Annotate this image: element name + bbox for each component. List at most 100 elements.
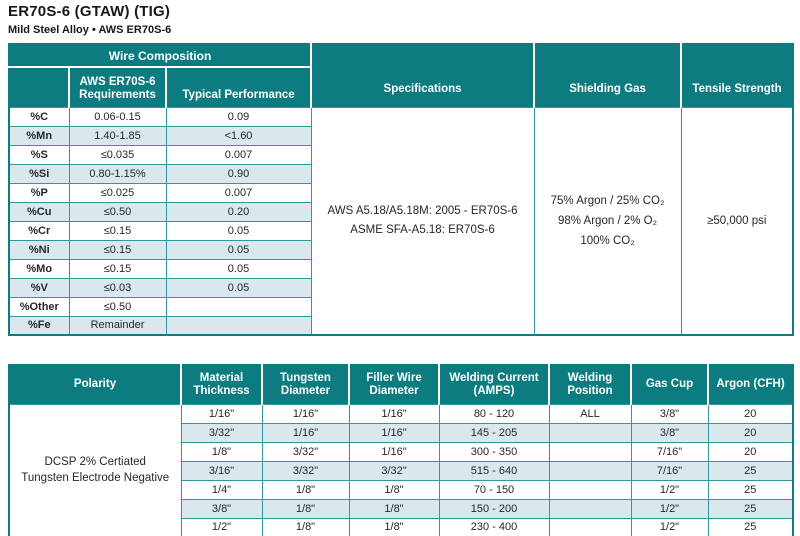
typical-cell: 0.09 [165,106,312,127]
requirements-header: AWS ER70S-6 Requirements [68,66,167,108]
specifications-header: Specifications [310,43,535,108]
element-cell: %Mn [8,125,70,146]
filler-wire-diameter-cell: 1/16" [348,422,440,443]
typical-cell: 0.05 [165,277,312,298]
typical-cell [165,296,312,317]
wire-composition-header: Wire Composition [8,43,312,68]
requirement-cell: Remainder [68,315,167,336]
requirement-cell: ≤0.03 [68,277,167,298]
argon-cell: 25 [707,498,794,519]
tungsten-diameter-cell: 1/16" [261,422,350,443]
welding-position-cell [548,460,632,481]
requirement-cell: ≤0.035 [68,144,167,165]
element-cell: %Mo [8,258,70,279]
typical-cell: 0.007 [165,144,312,165]
table-row: %C 0.06-0.15 0.09 AWS A5.18/A5.18M: 2005… [8,106,794,336]
element-cell: %Cu [8,201,70,222]
table-row: %Fe Remainder [8,315,793,336]
filler-wire-diameter-header: Filler Wire Diameter [348,364,440,405]
filler-wire-diameter-cell: 1/16" [348,441,440,462]
welding-position-header: Welding Position [548,364,632,405]
table-row: %Cr ≤0.15 0.05 [8,220,793,241]
gas-cup-cell: 1/2" [630,517,709,536]
welding-current-cell: 145 - 205 [438,422,550,443]
shielding-gas-header: Shielding Gas [533,43,682,108]
welding-position-cell [548,441,632,462]
shielding-gas-value: 75% Argon / 25% CO₂ 98% Argon / 2% O₂ 10… [533,106,682,336]
filler-wire-diameter-cell: 1/8" [348,517,440,536]
gas-cup-cell: 3/8" [630,403,709,424]
argon-cell: 25 [707,517,794,536]
element-cell: %S [8,144,70,165]
typical-cell: 0.05 [165,220,312,241]
filler-wire-diameter-cell: 1/8" [348,498,440,519]
table-row: 1/4" 1/8" 1/8" 70 - 150 1/2" 25 [9,479,794,500]
welding-current-cell: 515 - 640 [438,460,550,481]
polarity-header: Polarity [8,364,182,405]
argon-cfh-header: Argon (CFH) [707,364,794,405]
table-row: %Ni ≤0.15 0.05 [8,239,793,260]
tensile-strength-value: ≥50,000 psi [680,106,794,336]
material-thickness-cell: 1/16" [180,403,263,424]
filler-wire-diameter-cell: 3/32" [348,460,440,481]
polarity-value: DCSP 2% Certiated Tungsten Electrode Neg… [8,403,182,536]
gas-cup-cell: 7/16" [630,441,709,462]
welding-current-cell: 80 - 120 [438,403,550,424]
element-cell: %Ni [8,239,70,260]
element-cell: %Cr [8,220,70,241]
page-subtitle: Mild Steel Alloy • AWS ER70S-6 [8,24,172,36]
tungsten-diameter-cell: 1/8" [261,498,350,519]
tungsten-diameter-header: Tungsten Diameter [261,364,350,405]
typical-cell: <1.60 [165,125,312,146]
gas-cup-cell: 7/16" [630,460,709,481]
table-row: %Cu ≤0.50 0.20 [8,201,793,222]
table-row: %Si 0.80-1.15% 0.90 [8,163,793,184]
argon-cell: 20 [707,441,794,462]
tungsten-diameter-cell: 1/8" [261,479,350,500]
requirement-cell: ≤0.50 [68,296,167,317]
welding-current-cell: 150 - 200 [438,498,550,519]
welding-current-cell: 230 - 400 [438,517,550,536]
argon-cell: 20 [707,422,794,443]
table-row: %P ≤0.025 0.007 [8,182,793,203]
welding-position-cell [548,498,632,519]
welding-position-cell: ALL [548,403,632,424]
material-thickness-header: Material Thickness [180,364,263,405]
typical-cell: 0.05 [165,239,312,260]
typical-cell [165,315,312,336]
requirement-cell: ≤0.15 [68,220,167,241]
requirement-cell: ≤0.15 [68,239,167,260]
element-cell: %Fe [8,315,70,336]
filler-wire-diameter-cell: 1/8" [348,479,440,500]
welding-position-cell [548,517,632,536]
material-thickness-cell: 1/2" [180,517,263,536]
material-thickness-cell: 3/16" [180,460,263,481]
typical-cell: 0.90 [165,163,312,184]
gas-cup-cell: 1/2" [630,498,709,519]
specifications-value: AWS A5.18/A5.18M: 2005 - ER70S-6 ASME SF… [310,106,535,336]
requirement-cell: 0.06-0.15 [68,106,167,127]
requirement-cell: 1.40-1.85 [68,125,167,146]
tungsten-diameter-cell: 3/32" [261,460,350,481]
material-thickness-cell: 3/32" [180,422,263,443]
element-column-header [9,66,70,108]
welding-parameters-table: Polarity Material Thickness Tungsten Dia… [8,364,794,536]
table-row: %Other ≤0.50 [8,296,793,317]
welding-position-cell [548,422,632,443]
element-cell: %Other [8,296,70,317]
wire-composition-table: Wire Composition Specifications Shieldin… [8,43,795,336]
element-cell: %Si [8,163,70,184]
argon-cell: 25 [707,460,794,481]
typical-performance-header: Typical Performance [164,66,312,108]
gas-cup-cell: 3/8" [630,422,709,443]
typical-cell: 0.007 [165,182,312,203]
page-title: ER70S-6 (GTAW) (TIG) [8,3,171,20]
table-row: %Mn 1.40-1.85 <1.60 [8,125,793,146]
material-thickness-cell: 1/4" [180,479,263,500]
table-row: 3/16" 3/32" 3/32" 515 - 640 7/16" 25 [9,460,794,481]
argon-cell: 20 [707,403,794,424]
element-cell: %V [8,277,70,298]
material-thickness-cell: 1/8" [180,441,263,462]
welding-current-cell: 70 - 150 [438,479,550,500]
element-cell: %P [8,182,70,203]
